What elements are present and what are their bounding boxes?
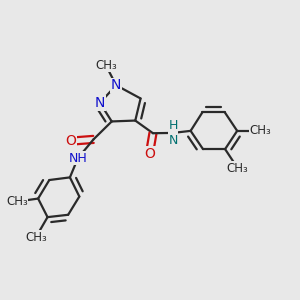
Text: CH₃: CH₃ xyxy=(6,195,28,208)
Text: N: N xyxy=(111,78,121,92)
Text: CH₃: CH₃ xyxy=(227,162,249,175)
Text: CH₃: CH₃ xyxy=(95,59,117,72)
Text: H
N: H N xyxy=(168,119,178,147)
Text: CH₃: CH₃ xyxy=(25,231,46,244)
Text: CH₃: CH₃ xyxy=(250,124,271,137)
Text: N: N xyxy=(95,96,105,110)
Text: NH: NH xyxy=(68,152,87,165)
Text: O: O xyxy=(65,134,76,148)
Text: O: O xyxy=(144,147,155,161)
